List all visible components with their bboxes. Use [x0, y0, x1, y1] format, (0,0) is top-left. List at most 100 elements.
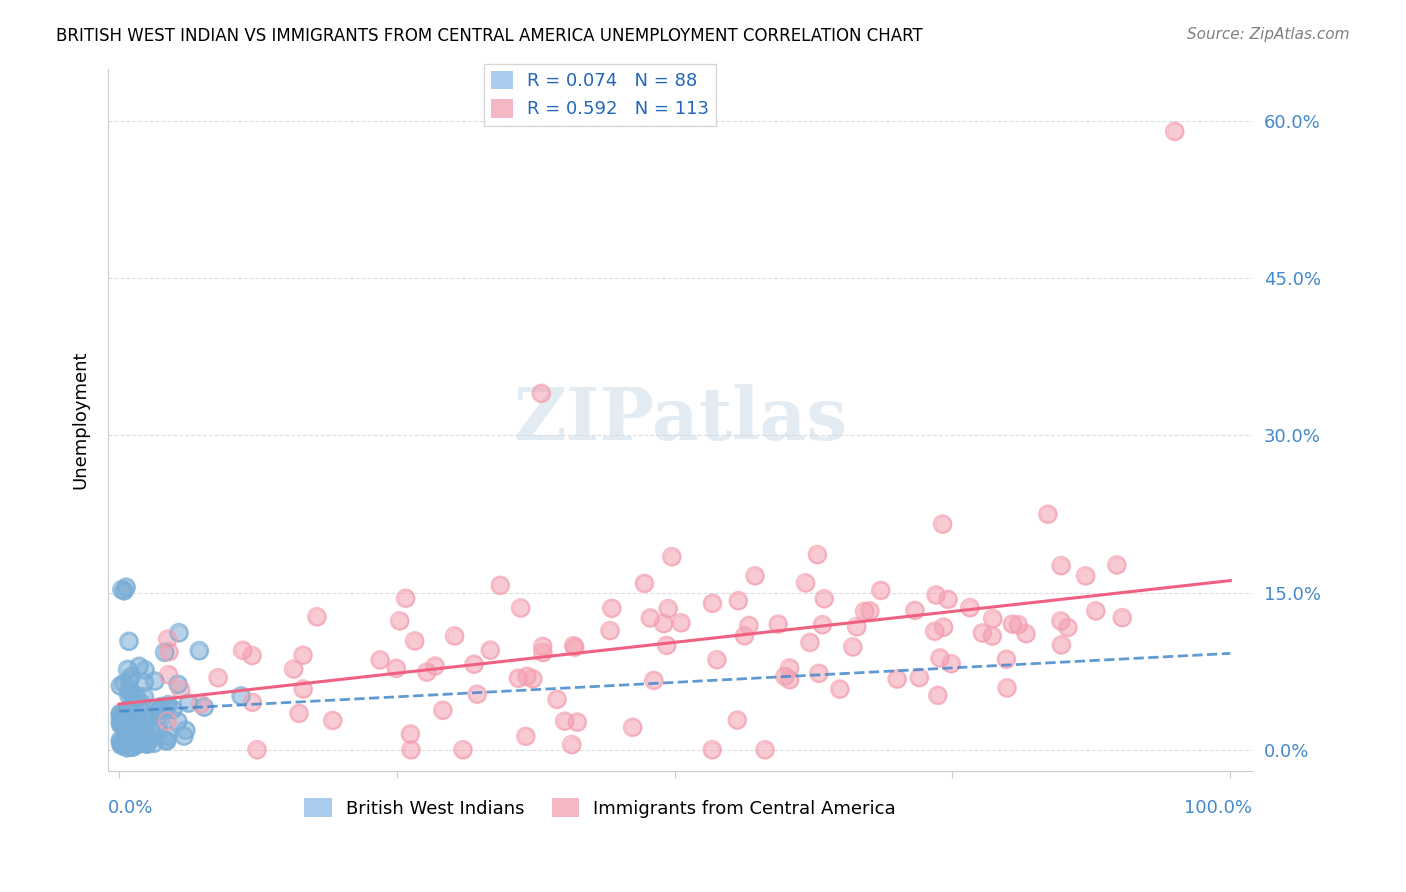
Point — [959, 600, 981, 615]
Point — [128, 659, 150, 673]
Point — [148, 703, 170, 717]
Point — [120, 739, 142, 754]
Point — [157, 667, 180, 681]
Point — [522, 672, 544, 686]
Point — [927, 689, 949, 703]
Point — [706, 653, 728, 667]
Point — [859, 604, 882, 618]
Point — [118, 682, 141, 697]
Point — [121, 726, 143, 740]
Point — [110, 736, 132, 750]
Point — [156, 734, 179, 748]
Point — [404, 634, 426, 648]
Point — [112, 707, 135, 722]
Point — [135, 731, 157, 745]
Point — [120, 706, 142, 721]
Point — [738, 618, 761, 632]
Point — [167, 625, 190, 640]
Point — [754, 743, 776, 757]
Point — [108, 679, 131, 693]
Point — [1163, 124, 1185, 138]
Point — [128, 721, 150, 735]
Point — [166, 714, 188, 729]
Point — [124, 693, 146, 707]
Point — [904, 603, 927, 617]
Point — [1105, 558, 1128, 572]
Point — [173, 729, 195, 743]
Point — [156, 632, 179, 647]
Point — [305, 609, 328, 624]
Point — [117, 662, 139, 676]
Point — [143, 673, 166, 688]
Point — [1056, 620, 1078, 634]
Point — [128, 721, 150, 735]
Point — [995, 652, 1018, 666]
Point — [779, 661, 801, 675]
Point — [322, 714, 344, 728]
Point — [156, 734, 179, 748]
Point — [322, 714, 344, 728]
Point — [813, 591, 835, 606]
Point — [661, 549, 683, 564]
Point — [515, 730, 537, 744]
Point — [1050, 638, 1073, 652]
Point — [981, 629, 1004, 643]
Point — [927, 689, 949, 703]
Point — [122, 733, 145, 747]
Point — [142, 736, 165, 750]
Point — [292, 648, 315, 663]
Point — [118, 706, 141, 720]
Point — [142, 736, 165, 750]
Point — [908, 671, 931, 685]
Point — [135, 737, 157, 751]
Point — [288, 706, 311, 721]
Point — [166, 714, 188, 729]
Point — [120, 739, 142, 754]
Point — [633, 576, 655, 591]
Point — [111, 718, 134, 732]
Point — [288, 706, 311, 721]
Point — [564, 640, 586, 655]
Point — [807, 666, 830, 681]
Point — [124, 733, 146, 747]
Point — [702, 596, 724, 610]
Point — [136, 712, 159, 726]
Point — [432, 703, 454, 717]
Point — [1056, 620, 1078, 634]
Point — [118, 634, 141, 648]
Point — [530, 386, 553, 401]
Point — [167, 677, 190, 691]
Point — [134, 690, 156, 704]
Point — [114, 730, 136, 744]
Point — [136, 734, 159, 748]
Point — [1015, 626, 1038, 640]
Point — [120, 731, 142, 745]
Point — [134, 731, 156, 745]
Point — [115, 580, 138, 594]
Point — [995, 652, 1018, 666]
Point — [657, 601, 679, 615]
Point — [122, 733, 145, 747]
Point — [193, 700, 215, 714]
Point — [120, 706, 142, 721]
Point — [112, 676, 135, 690]
Point — [124, 733, 146, 747]
Point — [794, 575, 817, 590]
Point — [118, 726, 141, 740]
Point — [1105, 558, 1128, 572]
Point — [734, 629, 756, 643]
Point — [768, 617, 790, 632]
Point — [148, 703, 170, 717]
Point — [232, 643, 254, 657]
Point — [156, 632, 179, 647]
Point — [479, 643, 502, 657]
Point — [530, 386, 553, 401]
Point — [908, 671, 931, 685]
Point — [232, 643, 254, 657]
Point — [599, 624, 621, 638]
Point — [773, 669, 796, 683]
Point — [734, 629, 756, 643]
Point — [972, 626, 994, 640]
Point — [841, 640, 863, 654]
Point — [546, 692, 568, 706]
